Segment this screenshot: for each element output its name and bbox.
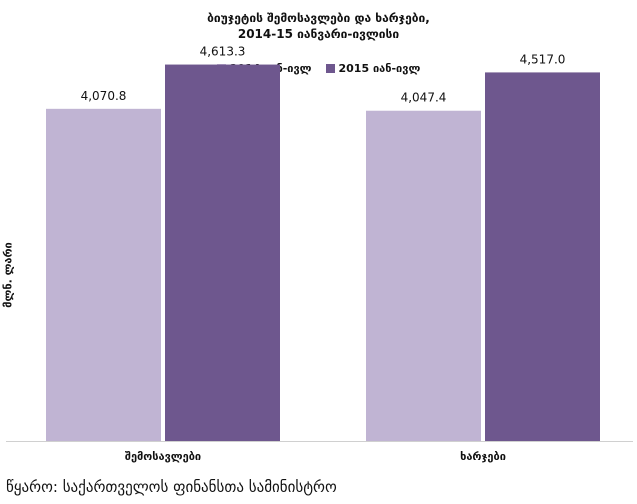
x-tick-label-expenses: ხარჯები bbox=[460, 450, 506, 463]
data-label-2014-revenue: 4,070.8 bbox=[81, 89, 127, 103]
bar-2014-revenue bbox=[46, 108, 161, 441]
chart-title: ბიუჯეტის შემოსავლები და ხარჯები, 2014-15… bbox=[0, 10, 637, 42]
chart-title-line-2: 2014-15 იანვარი-ივლისი bbox=[237, 27, 400, 41]
data-label-2014-expenses: 4,047.4 bbox=[401, 91, 447, 105]
legend-label-2015: 2015 იან-ივლ bbox=[338, 62, 421, 75]
source-note: წყარო: საქართველოს ფინანსთა სამინისტრო bbox=[6, 478, 337, 496]
x-tick-label-revenue: შემოსავლები bbox=[125, 450, 201, 463]
bar-2014-expenses bbox=[366, 110, 481, 441]
legend-item-2015: 2015 იან-ივლ bbox=[325, 62, 421, 75]
chart-title-line-1: ბიუჯეტის შემოსავლები და ხარჯები, bbox=[207, 11, 430, 25]
data-label-2015-revenue: 4,613.3 bbox=[200, 45, 246, 59]
bar-2015-revenue bbox=[165, 64, 280, 441]
legend-swatch-2015 bbox=[325, 64, 335, 73]
bar-chart-plot: 4,070.8 4,613.3 შემოსავლები 4,047.4 4,517.0 ხ… bbox=[6, 45, 633, 463]
data-label-2015-expenses: 4,517.0 bbox=[520, 52, 566, 66]
bar-2015-expenses bbox=[485, 72, 600, 441]
